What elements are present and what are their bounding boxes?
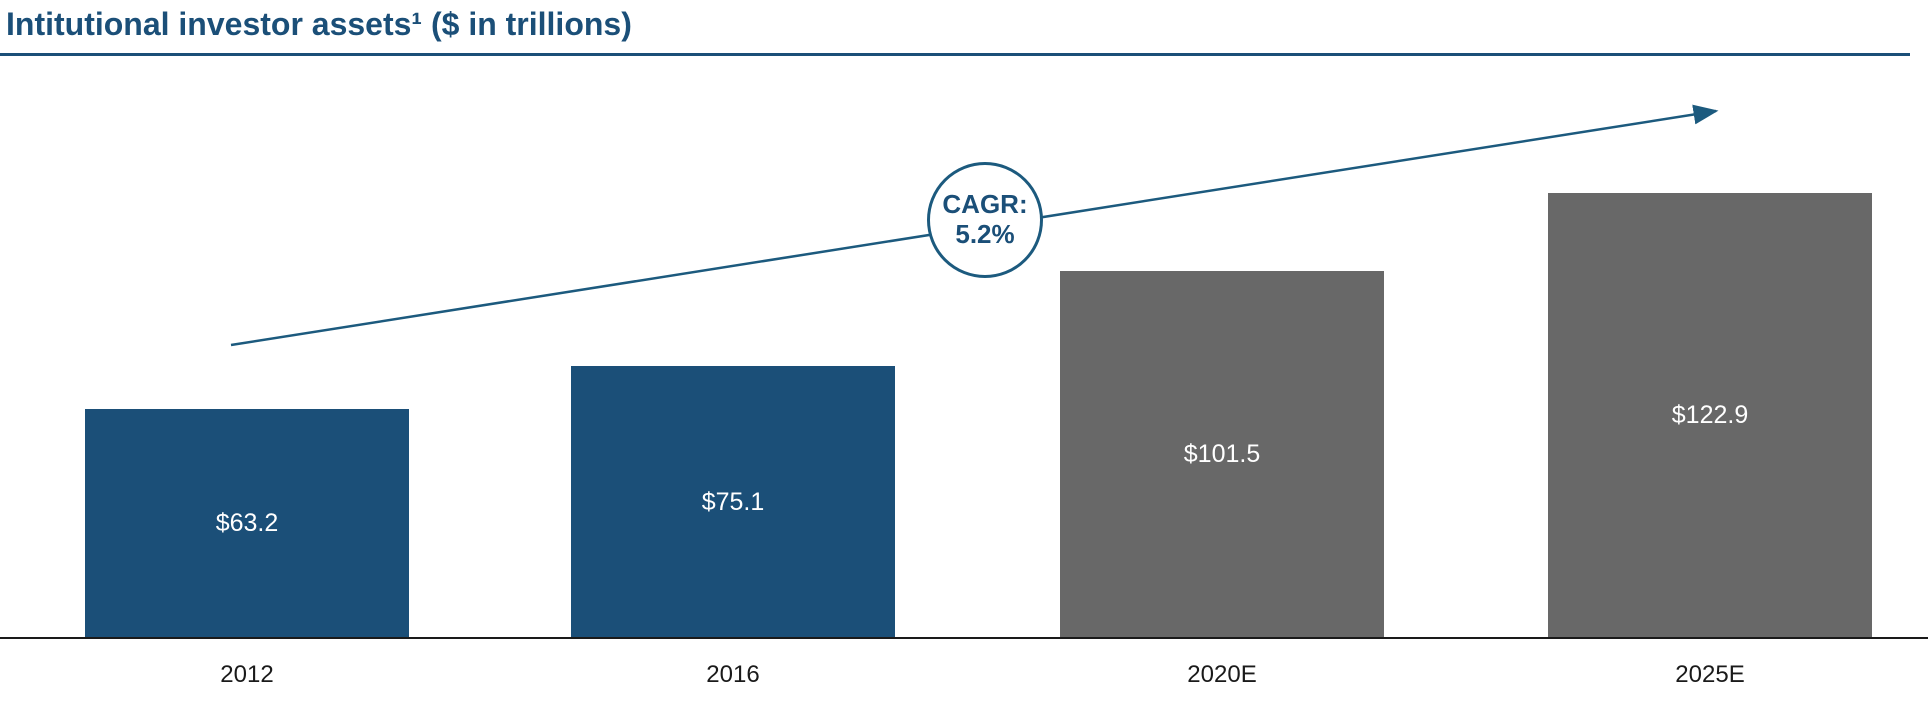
cagr-label: CAGR: [942,189,1028,220]
axis-label-2012: 2012 [220,661,274,688]
chart-title: Intitutional investor assets¹ ($ in tril… [6,6,632,42]
bar-value-label: $122.9 [1671,401,1749,429]
bar-2016: $75.1 [571,366,895,638]
cagr-value: 5.2% [955,219,1015,249]
bar-2020e: $101.5 [1060,271,1384,638]
x-axis-line [0,637,1928,639]
axis-label-2025e: 2025E [1675,661,1745,688]
bar-value-label: $63.2 [215,509,279,537]
title-underline [0,53,1910,56]
bar-2012: $63.2 [85,409,409,638]
bar-value-label: $101.5 [1183,440,1261,468]
bar-value-label: $75.1 [701,487,765,516]
axis-label-2020e: 2020E [1187,661,1257,688]
bar-2025e: $122.9 [1548,193,1872,638]
axis-label-2016: 2016 [706,661,760,688]
cagr-badge: CAGR: 5.2% [927,162,1043,278]
